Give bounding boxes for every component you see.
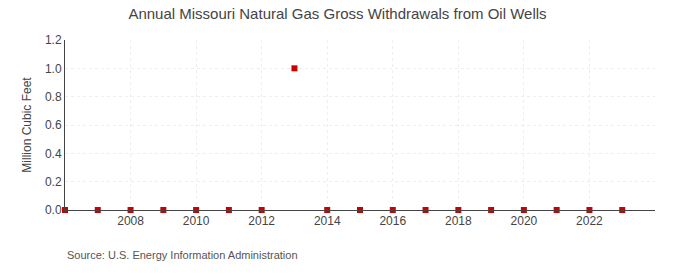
svg-text:2018: 2018 xyxy=(445,214,472,228)
svg-text:Annual Missouri Natural Gas Gr: Annual Missouri Natural Gas Gross Withdr… xyxy=(128,5,546,22)
svg-text:0.0: 0.0 xyxy=(45,203,62,217)
svg-text:0.8: 0.8 xyxy=(45,90,62,104)
svg-text:2016: 2016 xyxy=(379,214,406,228)
svg-text:2010: 2010 xyxy=(183,214,210,228)
svg-text:2020: 2020 xyxy=(511,214,538,228)
svg-text:2022: 2022 xyxy=(576,214,603,228)
svg-text:1.2: 1.2 xyxy=(45,33,62,47)
svg-text:0.6: 0.6 xyxy=(45,118,62,132)
svg-text:2012: 2012 xyxy=(248,214,275,228)
svg-text:1.0: 1.0 xyxy=(45,62,62,76)
svg-text:Source: U.S. Energy Informatio: Source: U.S. Energy Information Administ… xyxy=(67,249,298,261)
svg-text:Million Cubic Feet: Million Cubic Feet xyxy=(20,77,34,173)
svg-text:0.4: 0.4 xyxy=(45,147,62,161)
svg-text:2008: 2008 xyxy=(117,214,144,228)
svg-text:0.2: 0.2 xyxy=(45,175,62,189)
svg-text:2014: 2014 xyxy=(314,214,341,228)
